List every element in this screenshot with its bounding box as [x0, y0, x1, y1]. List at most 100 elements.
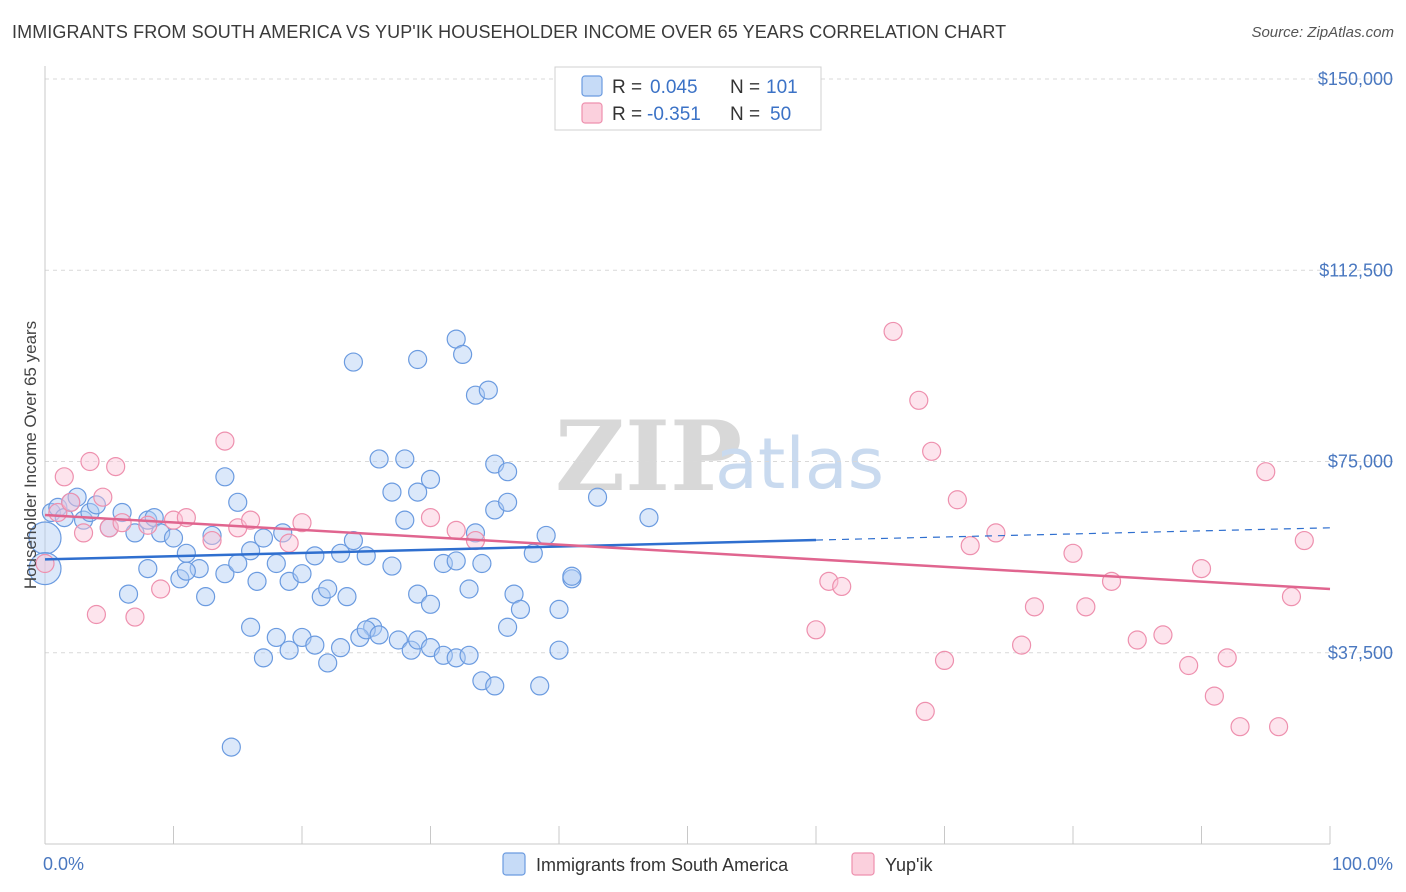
- point-south-america: [530, 676, 550, 696]
- bottom-legend: Immigrants from South America Yup'ik: [502, 852, 933, 876]
- legend-n-value-2: 50: [770, 104, 791, 125]
- point-yupik: [1179, 655, 1199, 676]
- legend-r-label-2: R =: [612, 104, 642, 125]
- point-yupik: [61, 492, 81, 512]
- point-yupik: [1281, 587, 1302, 607]
- point-south-america: [67, 487, 87, 507]
- point-yupik: [215, 431, 235, 451]
- point-south-america: [382, 556, 402, 576]
- point-yupik: [922, 441, 942, 461]
- point-yupik: [73, 523, 94, 543]
- point-yupik: [80, 451, 100, 472]
- y-tick-label: $75,000: [1328, 452, 1393, 472]
- point-south-america: [292, 564, 312, 584]
- bottom-legend-swatch-yupik: [851, 852, 875, 876]
- point-yupik: [1063, 543, 1083, 563]
- point-yupik: [947, 490, 967, 510]
- series-south-america-points: [28, 329, 659, 757]
- point-south-america: [420, 469, 441, 489]
- point-south-america: [549, 640, 569, 660]
- x-tick-label-max: 100.0%: [1332, 854, 1393, 874]
- point-south-america: [305, 546, 325, 566]
- point-yupik: [1127, 630, 1147, 650]
- point-south-america: [369, 625, 389, 645]
- point-south-america: [215, 564, 235, 584]
- watermark-zip: ZIP: [555, 400, 742, 513]
- legend-r-value-2: -0.351: [647, 104, 701, 125]
- axes: [44, 66, 1331, 845]
- point-south-america: [196, 587, 216, 607]
- point-south-america: [318, 653, 338, 673]
- point-yupik: [138, 515, 158, 535]
- point-south-america: [176, 543, 196, 563]
- legend-r-label-1: R =: [612, 77, 642, 98]
- point-south-america: [498, 617, 518, 637]
- point-yupik: [1191, 558, 1212, 579]
- trend-line-south-america: [44, 538, 817, 561]
- bottom-legend-label-south-america: Immigrants from South America: [536, 855, 789, 875]
- legend-r-value-1: 0.045: [650, 77, 698, 98]
- point-south-america: [266, 627, 286, 648]
- point-south-america: [485, 676, 505, 696]
- chart-title: IMMIGRANTS FROM SOUTH AMERICA VS YUP'IK …: [12, 22, 1007, 42]
- point-south-america: [305, 635, 325, 655]
- point-yupik: [1230, 717, 1250, 737]
- point-south-america: [221, 737, 241, 757]
- point-yupik: [1294, 530, 1314, 551]
- y-tick-label: $112,500: [1319, 260, 1393, 280]
- point-south-america: [401, 640, 421, 660]
- point-yupik: [446, 520, 466, 540]
- top-legend: R = 0.045 N = 101 R = -0.351 N = 50: [554, 66, 822, 131]
- point-south-america: [459, 579, 479, 599]
- point-yupik: [151, 579, 171, 599]
- legend-swatch-yupik: [581, 102, 603, 124]
- watermark-atlas: atlas: [715, 423, 884, 505]
- legend-n-value-1: 101: [766, 77, 798, 98]
- point-yupik: [819, 571, 839, 591]
- point-yupik: [202, 530, 222, 551]
- point-south-america: [356, 620, 376, 640]
- point-south-america: [395, 449, 415, 469]
- point-yupik: [1256, 462, 1276, 482]
- point-south-america: [395, 510, 415, 530]
- point-yupik: [1153, 625, 1173, 645]
- point-south-america: [247, 571, 267, 591]
- point-south-america: [587, 487, 608, 507]
- point-south-america: [343, 352, 363, 372]
- point-yupik: [112, 513, 132, 533]
- point-yupik: [86, 604, 107, 625]
- point-south-america: [536, 525, 556, 546]
- point-yupik: [1011, 635, 1032, 655]
- point-yupik: [106, 457, 126, 477]
- point-south-america: [138, 558, 158, 579]
- point-yupik: [1024, 597, 1045, 617]
- point-south-america: [356, 546, 376, 566]
- point-south-america: [228, 492, 248, 512]
- point-south-america: [112, 502, 132, 523]
- point-south-america: [369, 449, 389, 469]
- point-yupik: [915, 701, 935, 722]
- point-south-america: [86, 495, 107, 515]
- point-yupik: [93, 487, 113, 507]
- point-yupik: [1076, 597, 1096, 617]
- point-south-america: [510, 599, 531, 620]
- point-yupik: [832, 576, 852, 597]
- point-south-america: [420, 594, 441, 614]
- point-south-america: [465, 523, 486, 543]
- point-yupik: [883, 321, 903, 342]
- point-yupik: [292, 513, 312, 533]
- point-yupik: [420, 507, 441, 528]
- point-south-america: [241, 617, 261, 637]
- x-tick-label-min: 0.0%: [43, 854, 84, 874]
- point-south-america: [408, 482, 428, 502]
- legend-n-label-1: N =: [730, 77, 760, 98]
- point-south-america: [253, 528, 274, 548]
- point-south-america: [330, 638, 351, 658]
- y-tick-labels: $37,500 $75,000 $112,500 $150,000: [1318, 69, 1393, 663]
- point-south-america: [498, 462, 518, 482]
- point-south-america: [472, 553, 492, 574]
- point-south-america: [478, 380, 498, 400]
- point-yupik: [960, 536, 980, 556]
- bottom-legend-swatch-south-america: [502, 852, 526, 876]
- source-credit: Source: ZipAtlas.com: [1251, 24, 1394, 41]
